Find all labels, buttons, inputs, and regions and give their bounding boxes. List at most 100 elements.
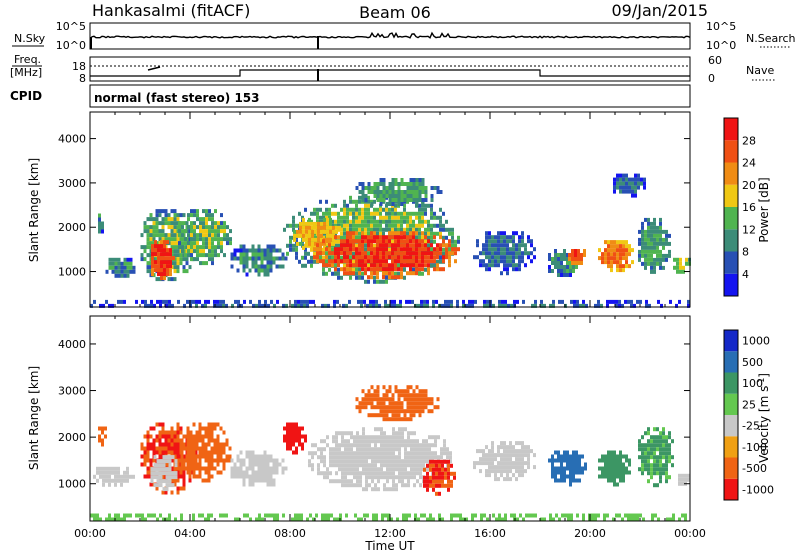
scatter-cell bbox=[321, 517, 324, 522]
scatter-cell bbox=[429, 467, 432, 472]
scatter-cell bbox=[416, 463, 419, 468]
scatter-cell bbox=[358, 231, 361, 236]
scatter-cell bbox=[641, 455, 644, 460]
scatter-cell bbox=[430, 247, 433, 252]
scatter-cell bbox=[349, 223, 352, 228]
scatter-cell bbox=[243, 513, 246, 518]
scatter-cell bbox=[365, 435, 368, 440]
scatter-cell bbox=[518, 247, 521, 252]
scatter-cell bbox=[415, 259, 418, 264]
scatter-cell bbox=[540, 303, 543, 308]
scatter-cell bbox=[173, 233, 177, 238]
scatter-cell bbox=[286, 251, 289, 256]
scatter-cell bbox=[195, 474, 199, 479]
scatter-cell bbox=[332, 451, 335, 456]
scatter-cell bbox=[601, 252, 604, 257]
scatter-cell bbox=[488, 259, 491, 264]
scatter-cell bbox=[385, 227, 388, 232]
scatter-cell bbox=[266, 478, 270, 483]
scatter-cell bbox=[102, 482, 105, 487]
scatter-cell bbox=[334, 267, 337, 272]
scatter-cell bbox=[616, 260, 619, 265]
scatter-cell bbox=[379, 267, 382, 272]
scatter-cell bbox=[146, 217, 150, 222]
scatter-cell bbox=[633, 303, 636, 308]
scatter-cell bbox=[269, 244, 273, 249]
scatter-cell bbox=[479, 263, 482, 268]
scatter-cell bbox=[108, 478, 111, 483]
scatter-cell bbox=[129, 513, 132, 518]
scatter-cell bbox=[418, 182, 422, 186]
scatter-cell bbox=[353, 439, 356, 444]
scatter-cell bbox=[530, 239, 533, 244]
scatter-cell bbox=[659, 253, 662, 258]
scatter-cell bbox=[174, 471, 178, 476]
scatter-cell bbox=[610, 252, 613, 257]
scatter-cell bbox=[338, 447, 341, 452]
scatter-cell bbox=[409, 255, 412, 260]
scatter-cell bbox=[678, 473, 681, 478]
scatter-cell bbox=[196, 213, 199, 218]
scatter-cell bbox=[192, 442, 196, 447]
scatter-cell bbox=[377, 455, 380, 460]
scatter-cell bbox=[362, 443, 365, 448]
scatter-cell bbox=[186, 442, 190, 447]
scatter-cell bbox=[365, 467, 368, 472]
scatter-cell bbox=[610, 256, 613, 261]
scatter-cell bbox=[368, 471, 371, 476]
scatter-cell bbox=[140, 245, 144, 250]
scatter-cell bbox=[426, 483, 429, 488]
scatter-cell bbox=[641, 459, 644, 464]
scatter-cell bbox=[433, 247, 436, 252]
scatter-cell bbox=[607, 474, 610, 479]
scatter-cell bbox=[656, 257, 659, 262]
scatter-cell bbox=[170, 209, 174, 214]
scatter-cell bbox=[347, 443, 350, 448]
scatter-cell bbox=[485, 251, 488, 256]
scatter-cell bbox=[242, 252, 246, 257]
scatter-cell bbox=[503, 267, 506, 272]
scatter-cell bbox=[90, 303, 93, 308]
scatter-cell bbox=[375, 303, 378, 308]
scatter-cell bbox=[427, 219, 430, 224]
scatter-cell bbox=[233, 474, 237, 479]
scatter-cell bbox=[335, 225, 338, 230]
scatter-cell bbox=[286, 446, 289, 451]
freq-strip: Freq. [MHz] 18 8 60 0 Nave bbox=[10, 53, 776, 85]
scatter-cell bbox=[424, 231, 427, 236]
scatter-cell bbox=[323, 217, 326, 222]
scatter-cell bbox=[252, 303, 255, 308]
scatter-cell bbox=[442, 227, 445, 232]
scatter-cell bbox=[173, 253, 177, 258]
scatter-cell bbox=[430, 215, 433, 220]
scatter-cell bbox=[518, 267, 521, 272]
scatter-cell bbox=[581, 466, 584, 471]
scatter-cell bbox=[362, 447, 365, 452]
scatter-cell bbox=[304, 438, 307, 443]
scatter-cell bbox=[163, 252, 166, 257]
scatter-cell bbox=[374, 455, 377, 460]
scatter-cell bbox=[388, 243, 391, 248]
scatter-cell bbox=[504, 303, 507, 308]
scatter-cell bbox=[108, 513, 111, 518]
scatter-cell bbox=[388, 385, 392, 390]
scatter-cell bbox=[176, 454, 180, 459]
scatter-cell bbox=[222, 442, 226, 447]
scatter-cell bbox=[299, 225, 302, 230]
scatter-cell bbox=[569, 458, 572, 463]
scatter-cell bbox=[434, 435, 437, 440]
scatter-cell bbox=[392, 431, 395, 436]
scatter-cell bbox=[494, 457, 497, 462]
scatter-cell bbox=[394, 389, 398, 394]
scatter-cell bbox=[350, 467, 353, 472]
scatter-cell bbox=[668, 233, 671, 238]
scatter-cell bbox=[421, 243, 424, 248]
scatter-cell bbox=[423, 467, 426, 472]
scatter-cell bbox=[352, 215, 355, 220]
scatter-cell bbox=[430, 203, 433, 208]
scatter-cell bbox=[183, 466, 187, 471]
scatter-cell bbox=[634, 193, 637, 198]
scatter-cell bbox=[365, 459, 368, 464]
scatter-cell bbox=[518, 239, 521, 244]
scatter-cell bbox=[155, 446, 159, 451]
